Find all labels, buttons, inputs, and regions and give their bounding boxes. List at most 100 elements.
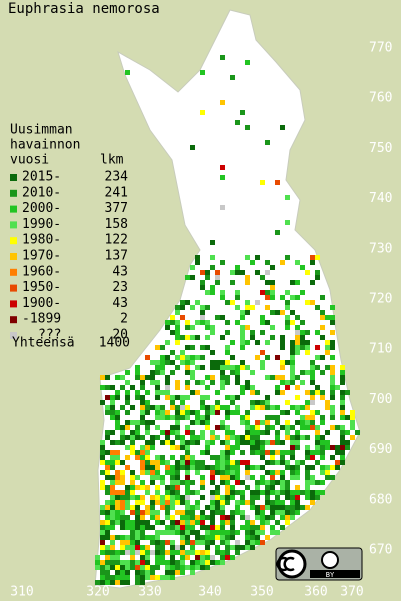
grid-square [185,480,190,485]
grid-square [195,470,200,475]
grid-square [285,520,290,525]
legend-label: 1950- [22,280,61,295]
grid-square [325,405,330,410]
grid-square [240,495,245,500]
grid-square [120,500,125,505]
grid-square [305,450,310,455]
grid-square [225,415,230,420]
grid-square [270,475,275,480]
grid-square [250,540,255,545]
grid-square [290,505,295,510]
grid-square [155,360,160,365]
grid-square [225,425,230,430]
grid-square [330,405,335,410]
grid-square [220,540,225,545]
grid-square [245,60,250,65]
grid-square [145,470,150,475]
grid-square [210,515,215,520]
grid-square [110,535,115,540]
grid-square [290,405,295,410]
grid-square [195,255,200,260]
grid-square [155,345,160,350]
grid-square [215,425,220,430]
grid-square [165,325,170,330]
grid-square [250,430,255,435]
grid-square [240,450,245,455]
grid-square [165,440,170,445]
grid-square [260,455,265,460]
grid-square [295,335,300,340]
legend-count: 234 [105,170,129,185]
grid-square [300,265,305,270]
grid-square [225,330,230,335]
grid-square [185,555,190,560]
grid-square [285,480,290,485]
grid-square [190,305,195,310]
grid-square [215,435,220,440]
grid-square [300,490,305,495]
grid-square [215,530,220,535]
grid-square [330,410,335,415]
grid-square [200,540,205,545]
grid-square [175,565,180,570]
grid-square [245,380,250,385]
grid-square [130,475,135,480]
grid-square [330,340,335,345]
grid-square [120,385,125,390]
grid-square [155,510,160,515]
grid-square [295,500,300,505]
grid-square [290,435,295,440]
grid-square [140,530,145,535]
grid-square [330,375,335,380]
grid-square [320,370,325,375]
grid-square [190,550,195,555]
grid-square [200,285,205,290]
grid-square [145,450,150,455]
grid-square [245,515,250,520]
grid-square [165,340,170,345]
grid-square [265,290,270,295]
grid-square [95,555,100,560]
grid-square [230,530,235,535]
grid-square [180,520,185,525]
grid-square [210,240,215,245]
grid-square [175,525,180,530]
grid-square [130,550,135,555]
grid-square [115,480,120,485]
grid-square [110,490,115,495]
grid-square [125,455,130,460]
grid-square [285,325,290,330]
grid-square [285,485,290,490]
grid-square [280,440,285,445]
grid-square [285,490,290,495]
grid-square [305,425,310,430]
grid-square [190,435,195,440]
grid-square [140,560,145,565]
grid-square [225,300,230,305]
grid-square [185,385,190,390]
grid-square [155,435,160,440]
grid-square [210,540,215,545]
north-label: 730 [369,241,392,256]
grid-square [255,505,260,510]
grid-square [195,530,200,535]
grid-square [205,410,210,415]
grid-square [295,395,300,400]
grid-square [195,565,200,570]
grid-square [180,465,185,470]
grid-square [160,455,165,460]
grid-square [280,490,285,495]
grid-square [225,490,230,495]
grid-square [265,375,270,380]
grid-square [345,445,350,450]
grid-square [145,550,150,555]
grid-square [300,320,305,325]
grid-square [325,345,330,350]
grid-square [150,420,155,425]
grid-square [175,395,180,400]
grid-square [120,565,125,570]
grid-square [265,305,270,310]
grid-square [295,435,300,440]
grid-square [165,495,170,500]
grid-square [255,420,260,425]
